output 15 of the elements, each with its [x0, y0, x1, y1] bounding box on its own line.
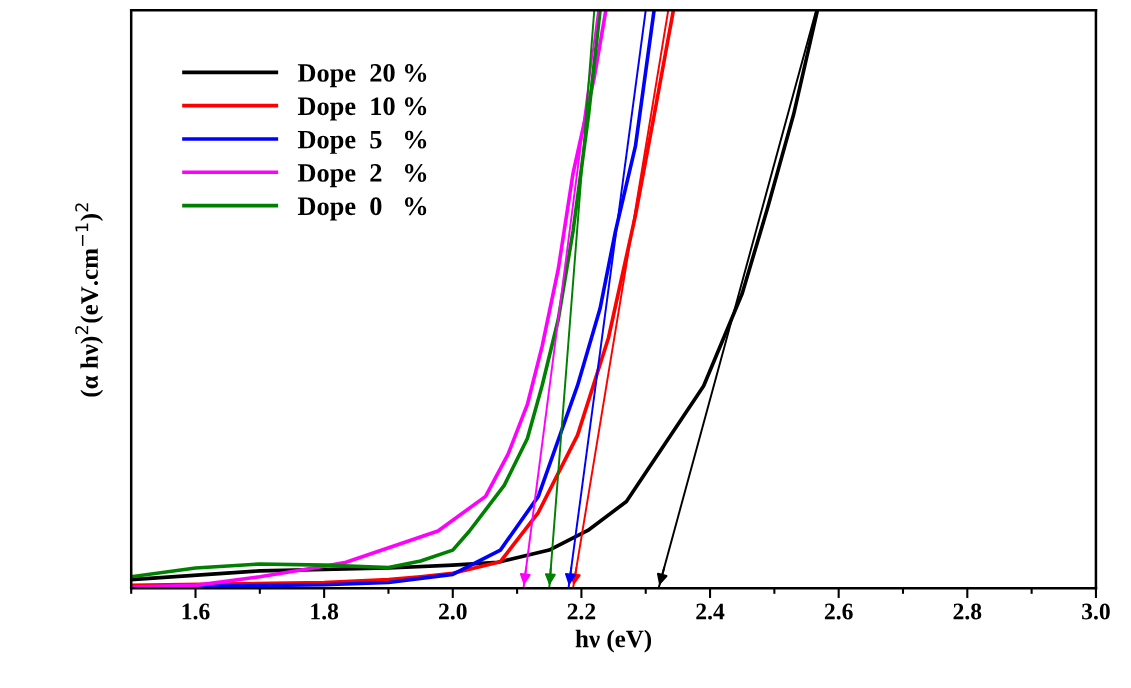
legend-label: Dope 0 % [297, 197, 427, 221]
legend-label: Dope 5 % [297, 130, 427, 154]
x-tick-label: 2.2 [567, 603, 596, 620]
x-tick-label: 2.8 [953, 603, 982, 620]
legend-label: Dope 2 % [297, 164, 427, 188]
x-tick-label: 2.0 [439, 603, 467, 620]
x-tick-label: 1.6 [182, 603, 210, 620]
x-tick-label: 2.6 [824, 603, 853, 620]
x-tick-label: 1.8 [311, 603, 339, 620]
legend-label: Dope 10 % [297, 97, 427, 121]
x-axis-title: hν (eV) [575, 629, 652, 653]
y-axis-title: (α hν)$^{2}$(eV.cm$^{−1}$)$^{2}$ [75, 203, 104, 397]
x-tick-label: 2.4 [696, 603, 725, 620]
legend-label: Dope 20 % [297, 64, 427, 88]
x-tick-label: 3.0 [1082, 603, 1110, 620]
